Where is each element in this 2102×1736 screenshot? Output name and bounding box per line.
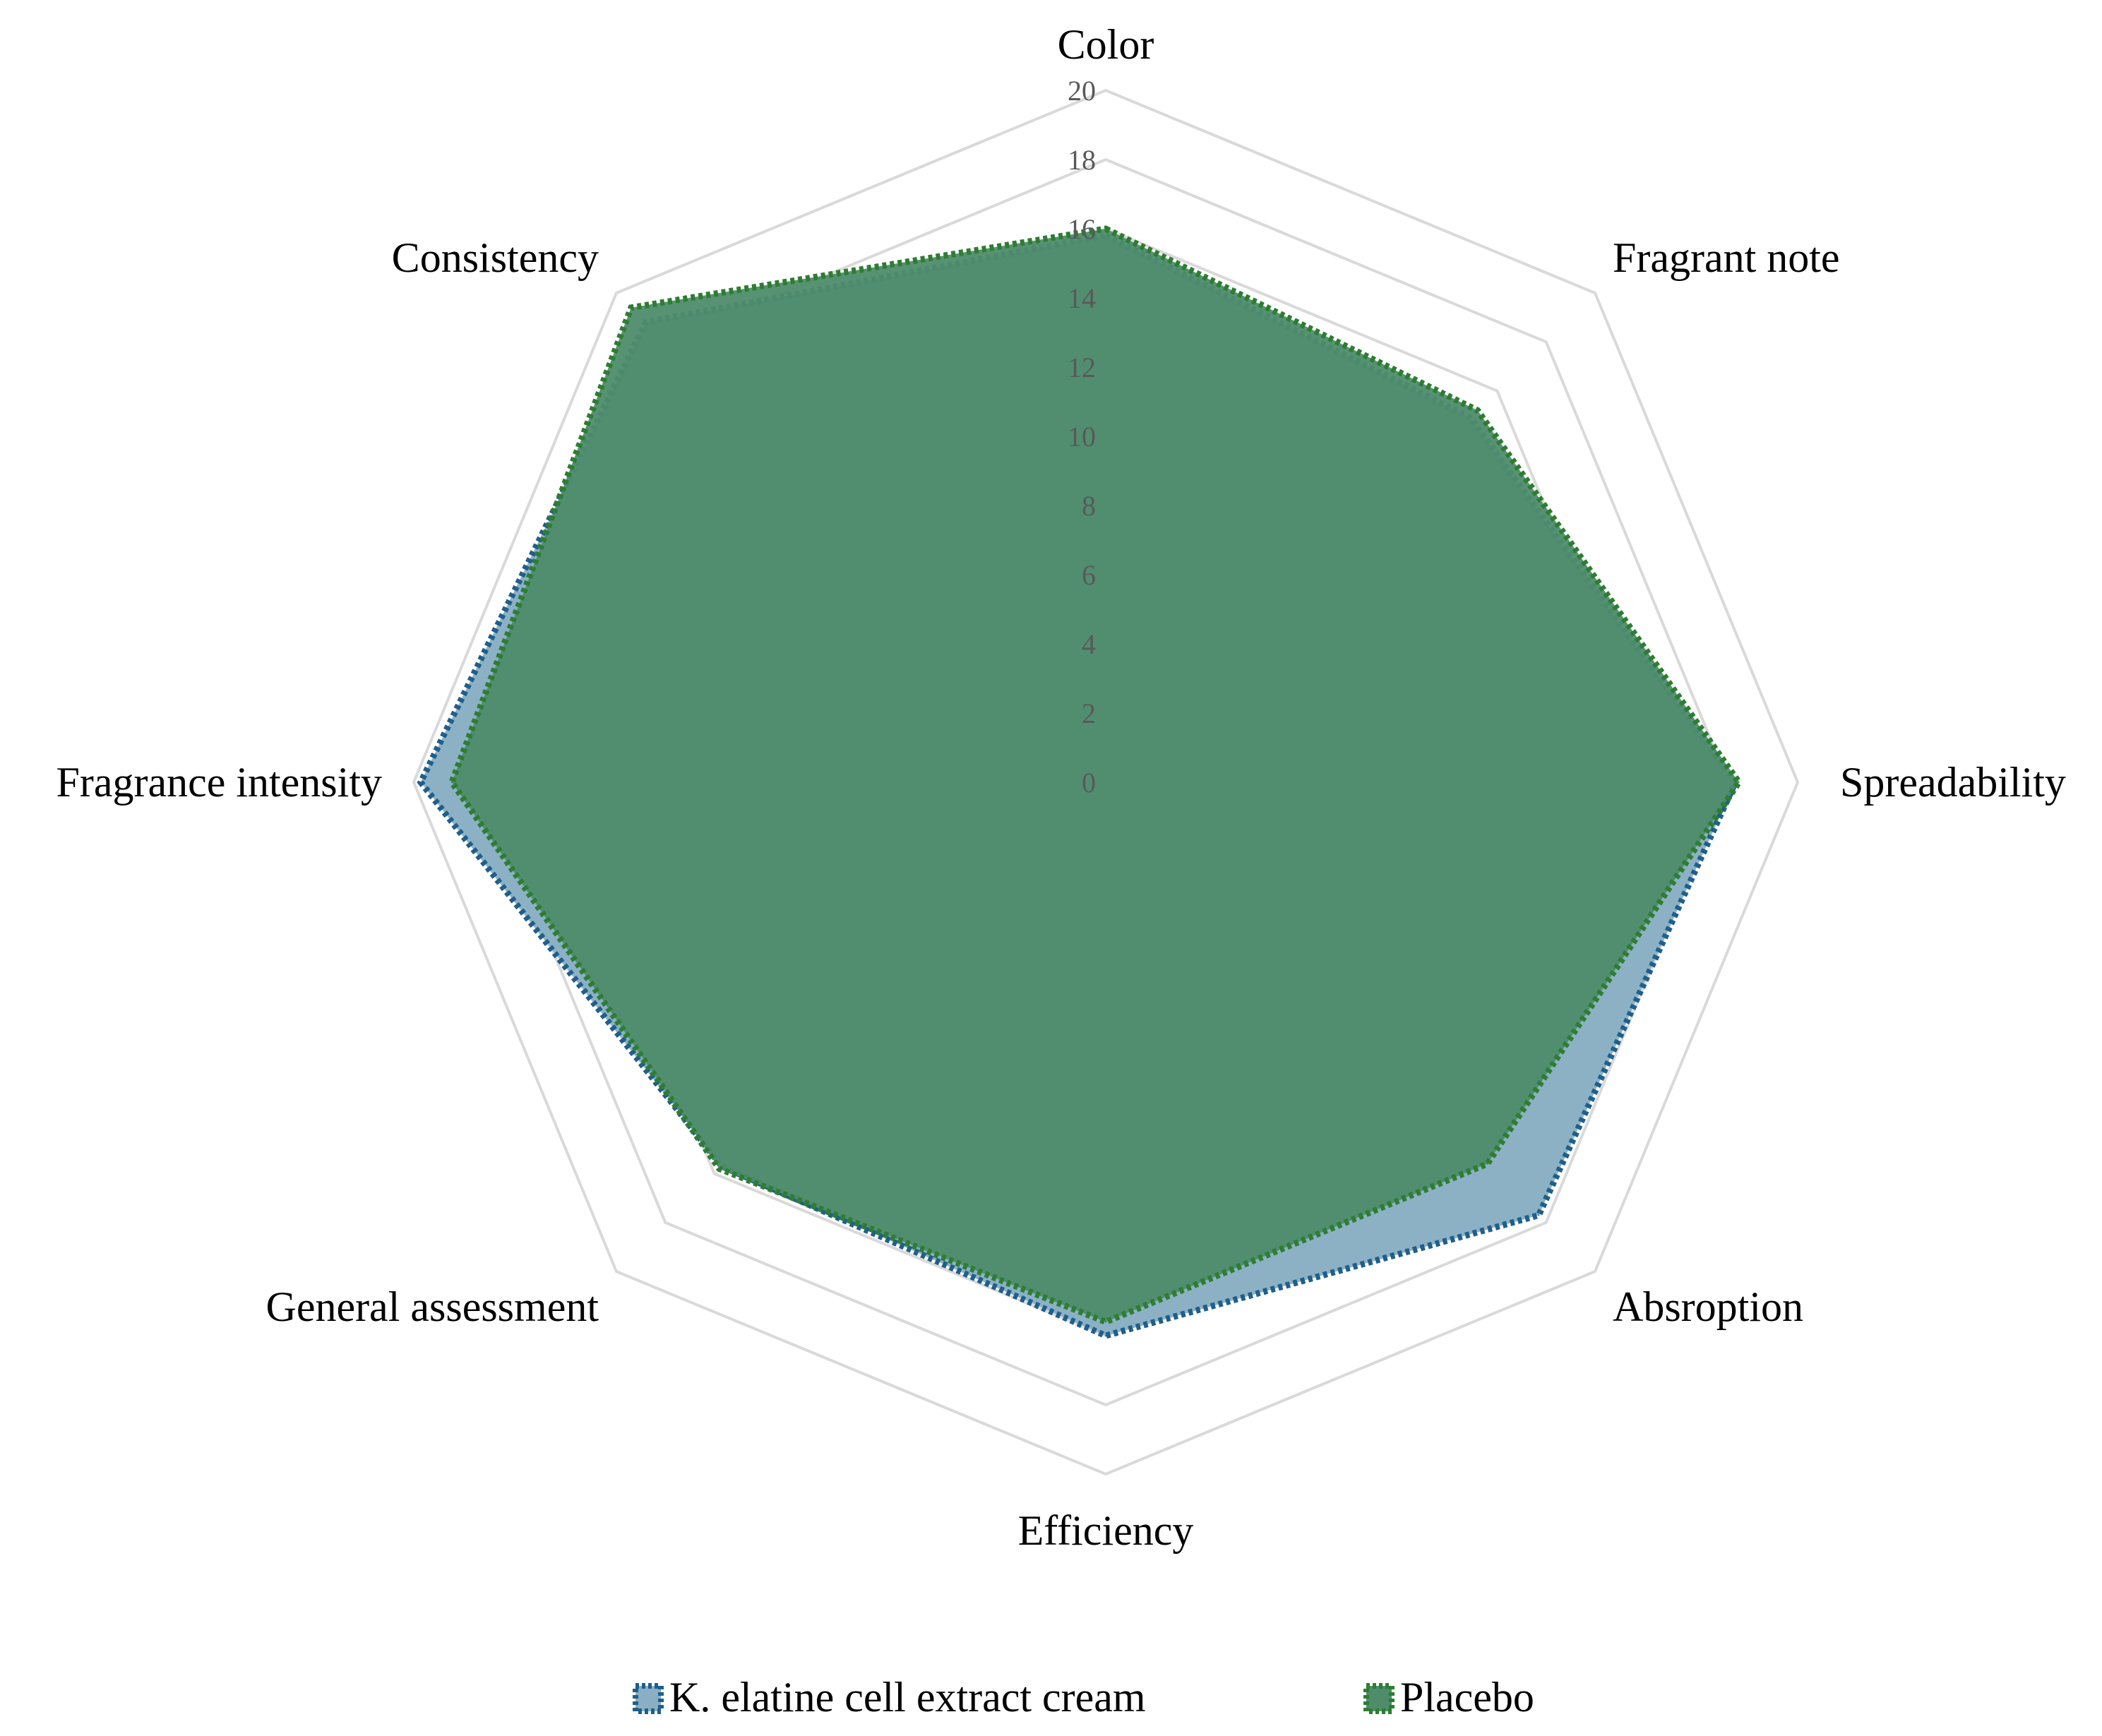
tick-label: 10	[1068, 421, 1096, 453]
tick-label: 0	[1082, 767, 1096, 798]
tick-label: 12	[1068, 352, 1096, 383]
tick-label: 8	[1082, 490, 1096, 522]
tick-label: 4	[1082, 628, 1096, 660]
radar-series	[417, 225, 1743, 1339]
legend-label: K. elatine cell extract cream	[669, 1674, 1146, 1720]
series-2-point	[1105, 228, 1106, 229]
series-2-point	[1105, 1321, 1106, 1323]
axis-label: Consistency	[392, 234, 599, 281]
grid-ring-20	[412, 88, 1800, 1476]
series-2-point	[630, 306, 632, 309]
tick-label: 20	[1068, 75, 1096, 107]
axis-label: Absroption	[1613, 1283, 1803, 1330]
series-area-2	[448, 225, 1743, 1326]
tick-label: 16	[1068, 213, 1096, 245]
series-1-point	[419, 782, 422, 783]
axis-label: Fragrance intensity	[56, 759, 382, 806]
axis-label: Spreadability	[1840, 759, 2066, 806]
tick-label: 14	[1068, 282, 1096, 314]
series-2-point	[1738, 782, 1740, 783]
tick-label: 18	[1068, 144, 1096, 176]
axis-label: Efficiency	[1018, 1507, 1194, 1554]
legend-item-2: Placebo	[1363, 1674, 1534, 1720]
tick-label: 6	[1082, 559, 1096, 591]
axis-label: Color	[1058, 21, 1154, 68]
axis-labels: Color Fragrant note Spreadability Absroptio…	[56, 21, 2065, 1554]
legend-swatch	[1363, 1683, 1395, 1714]
legend-label: Placebo	[1400, 1674, 1534, 1720]
series-2-point	[1476, 409, 1479, 412]
axis-label: General assessment	[265, 1283, 599, 1330]
series-2-point	[718, 1168, 720, 1170]
series-2-point	[1486, 1163, 1488, 1165]
radial-ticks: 0 2 4 6 8 10 12 14 16 18 20	[1068, 75, 1096, 798]
axis-label: Fragrant note	[1613, 234, 1840, 281]
series-1-point	[1105, 1335, 1106, 1336]
legend: K. elatine cell extract cream Placebo	[633, 1674, 1534, 1720]
legend-item-1: K. elatine cell extract cream	[633, 1674, 1146, 1720]
series-2	[448, 225, 1743, 1326]
tick-label: 2	[1082, 698, 1096, 729]
series-1-point	[1538, 1214, 1540, 1216]
legend-swatch	[633, 1683, 664, 1714]
series-2-point	[450, 782, 453, 783]
